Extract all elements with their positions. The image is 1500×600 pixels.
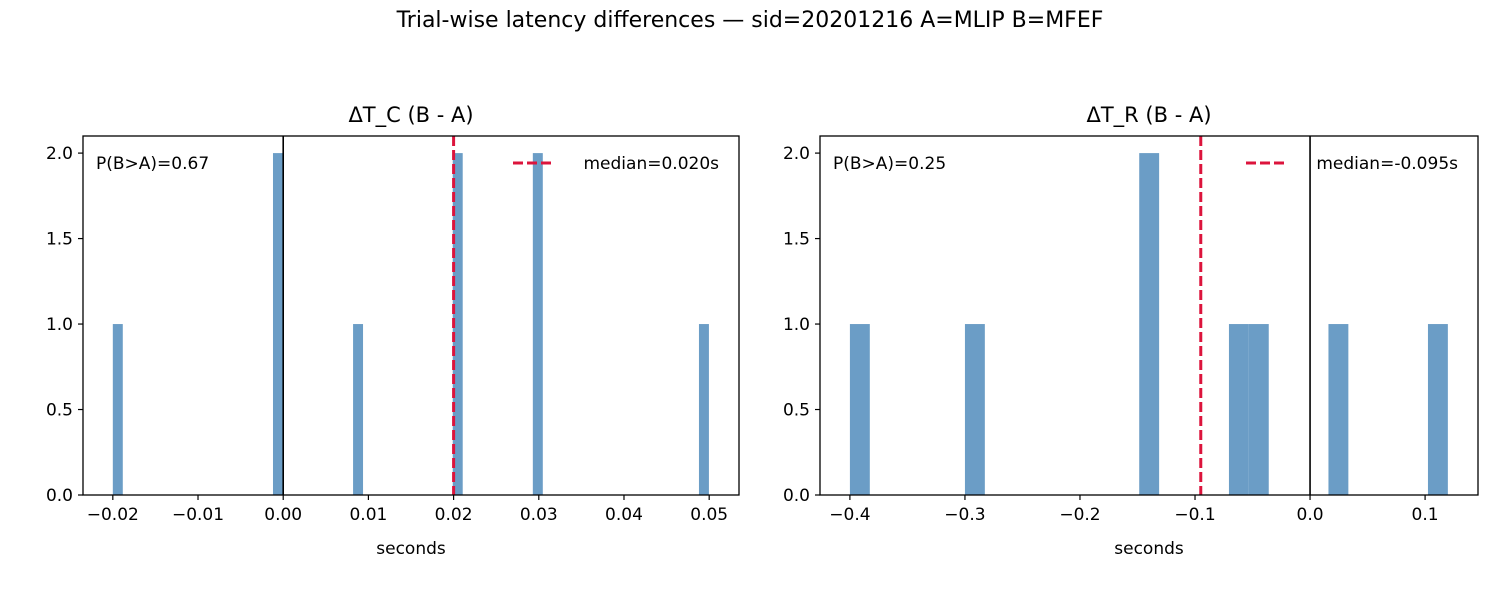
panel-1-histogram-bar: [112, 324, 123, 495]
panel-2-y-tick-label: 0.0: [783, 486, 810, 506]
panel-1-x-tick-label: 0.00: [264, 505, 302, 525]
panel-1-histogram-bar: [698, 324, 709, 495]
panel-1-probability-annotation: P(B>A)=0.67: [96, 154, 209, 174]
panel-1-x-tick-label: 0.03: [520, 505, 558, 525]
panel-1-histogram-bar: [353, 324, 364, 495]
panel-1-histogram-bar: [532, 153, 543, 495]
panel-2-probability-annotation: P(B>A)=0.25: [833, 154, 946, 174]
panel-2-histogram-bar: [1427, 324, 1448, 495]
panel-1-x-tick-label: 0.01: [349, 505, 387, 525]
panel-2-y-tick-label: 1.0: [783, 315, 810, 335]
panel-1-y-tick-label: 0.5: [46, 401, 73, 421]
panel-1-y-tick-label: 2.0: [46, 144, 73, 164]
panel-2-x-tick-label: −0.1: [1174, 505, 1215, 525]
panel-1-x-tick-label: 0.04: [605, 505, 643, 525]
panel-2-title: ΔT_R (B - A): [1086, 103, 1211, 128]
figure-title: Trial-wise latency differences — sid=202…: [396, 8, 1104, 33]
panel-1-y-tick-label: 0.0: [46, 486, 73, 506]
panel-2-axes-frame: [819, 135, 1479, 496]
panel-2-histogram-bar: [1248, 324, 1269, 495]
panel-2-y-tick-label: 2.0: [783, 144, 810, 164]
panel-2-histogram-bar: [1228, 324, 1249, 495]
panel-1-histogram-bar: [272, 153, 283, 495]
panel-2-histogram-bar: [1328, 324, 1349, 495]
panel-2-x-tick-label: 0.0: [1297, 505, 1324, 525]
panel-1-x-tick-label: 0.05: [690, 505, 728, 525]
panel-2-y-tick-label: 1.5: [783, 230, 810, 250]
panel-1-x-axis-title: seconds: [376, 539, 446, 559]
panel-1-y-tick-label: 1.0: [46, 315, 73, 335]
panel-2-histogram-bar: [964, 324, 985, 495]
panel-1-y-tick-label: 1.5: [46, 230, 73, 250]
panel-2-histogram-bar: [849, 324, 870, 495]
panel-1-x-tick-label: 0.02: [435, 505, 473, 525]
panel-1-histogram-bar: [452, 153, 463, 495]
panel-2-x-tick-label: −0.3: [944, 505, 985, 525]
panel-2-x-axis-title: seconds: [1114, 539, 1184, 559]
panel-2-x-tick-label: −0.2: [1059, 505, 1100, 525]
panel-2-legend-label: median=-0.095s: [1316, 154, 1458, 174]
panel-2-histogram-bar: [1139, 153, 1160, 495]
panel-2-x-tick-label: 0.1: [1412, 505, 1439, 525]
panel-1-title: ΔT_C (B - A): [348, 103, 473, 128]
panel-1-axes-frame: [82, 135, 740, 496]
panel-2-x-tick-label: −0.4: [829, 505, 870, 525]
panel-1-x-tick-label: −0.02: [87, 505, 139, 525]
panel-2-y-tick-label: 0.5: [783, 401, 810, 421]
panel-1-legend-label: median=0.020s: [584, 154, 720, 174]
panel-1-x-tick-label: −0.01: [172, 505, 224, 525]
